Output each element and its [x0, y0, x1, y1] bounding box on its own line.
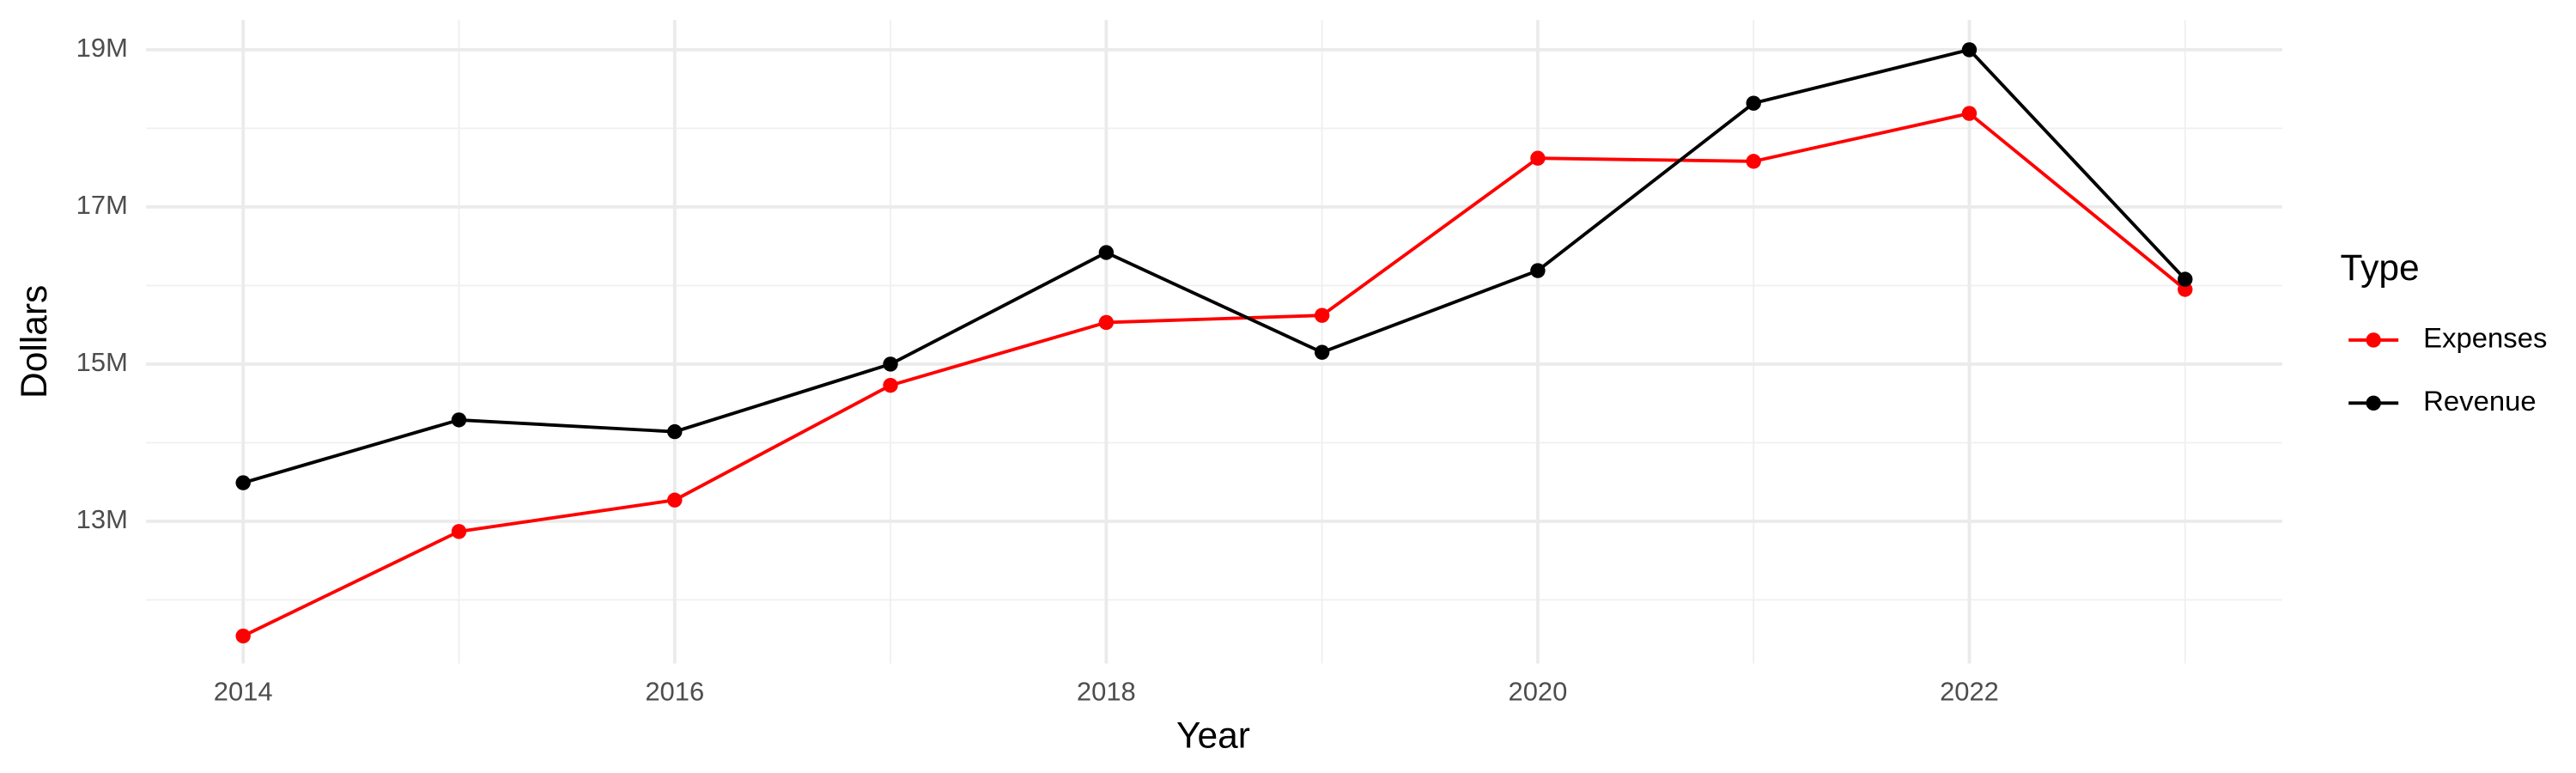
data-point [1746, 154, 1761, 169]
legend-label: Revenue [2423, 385, 2536, 417]
x-tick-label: 2018 [1077, 676, 1136, 706]
y-tick-label: 17M [76, 190, 128, 220]
y-axis-title: Dollars [15, 285, 55, 399]
data-point [883, 356, 898, 372]
legend-title: Type [2341, 248, 2420, 289]
data-point [235, 475, 251, 490]
series-line [242, 111, 2187, 638]
legend-key-point [2366, 395, 2381, 411]
x-tick-label: 2022 [1940, 676, 1999, 706]
x-tick-label: 2016 [645, 676, 704, 706]
legend-key-point [2366, 332, 2381, 348]
x-tick-label: 2014 [214, 676, 273, 706]
data-point [2178, 282, 2193, 297]
data-point [451, 524, 467, 539]
data-point [1530, 150, 1546, 166]
data-point [451, 412, 467, 428]
data-point [1530, 263, 1546, 278]
legend: Type Expenses Revenue [2341, 248, 2548, 417]
legend-label: Expenses [2423, 322, 2547, 354]
series-line [242, 47, 2187, 484]
data-point [1314, 307, 1330, 323]
data-point [2178, 271, 2193, 287]
data-point [667, 492, 683, 508]
data-point [667, 423, 683, 440]
x-axis-title: Year [1176, 716, 1250, 757]
plot-area [235, 42, 2193, 644]
y-tick-label: 15M [76, 347, 128, 377]
data-point [235, 628, 251, 644]
data-point [1961, 106, 1978, 121]
data-point [1961, 42, 1978, 58]
y-tick-label: 13M [76, 504, 128, 534]
data-point [1098, 314, 1115, 331]
data-point [1314, 344, 1330, 360]
x-tick-label: 2020 [1509, 676, 1568, 706]
data-point [883, 377, 898, 393]
data-point [1098, 245, 1115, 260]
data-point [1746, 95, 1761, 111]
y-tick-label: 19M [76, 33, 128, 63]
grid: 13M 15M 17M 19M 2014 2016 2018 2020 2022 [76, 20, 2282, 706]
